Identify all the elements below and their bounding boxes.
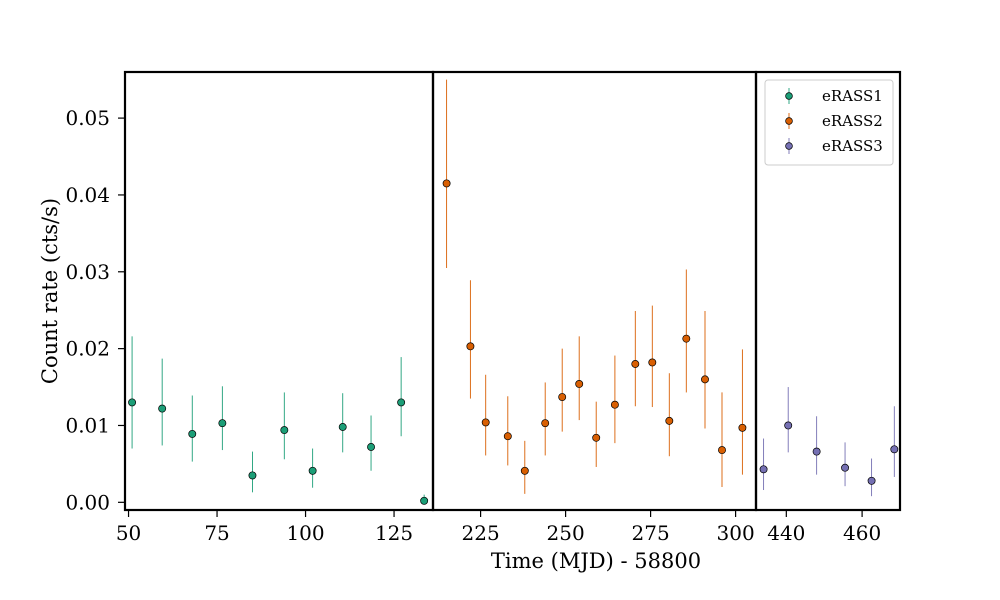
data-point xyxy=(520,466,529,475)
x-tick-label: 125 xyxy=(375,521,413,545)
data-point xyxy=(738,423,747,432)
x-tick-label: 50 xyxy=(116,521,141,545)
data-point xyxy=(784,421,793,430)
panels: 0.00 0.01 0.02 0.03 0.04 0.05 50 75 100 125 225 250… xyxy=(65,106,881,545)
x-tick-label: 440 xyxy=(767,521,805,545)
y-tick-label: 0.04 xyxy=(65,183,110,207)
legend-label: eRASS1 xyxy=(822,87,883,105)
data-point xyxy=(759,465,768,474)
y-tick-label: 0.01 xyxy=(65,413,110,437)
legend: eRASS1 eRASS2 eRASS3 xyxy=(764,79,894,166)
x-tick-label: 100 xyxy=(286,521,324,545)
x-tick-label: 250 xyxy=(547,521,585,545)
y-tick-label: 0.05 xyxy=(65,106,110,130)
y-tick-label: 0.03 xyxy=(65,260,110,284)
data-point xyxy=(248,471,257,480)
data-point xyxy=(682,334,691,343)
data-point xyxy=(280,426,289,435)
data-point xyxy=(541,419,550,428)
data-point xyxy=(481,418,490,427)
data-point xyxy=(188,429,197,438)
data-point xyxy=(558,393,567,401)
data-point xyxy=(128,398,137,407)
legend-marker xyxy=(785,92,793,100)
legend-label: eRASS3 xyxy=(822,137,883,155)
data-point xyxy=(397,398,406,407)
panel-frames xyxy=(123,70,902,512)
data-point xyxy=(466,342,475,351)
data-point xyxy=(308,466,317,475)
x-axis-label: Time (MJD) - 58800 xyxy=(491,549,701,573)
x-tick-label: 225 xyxy=(462,521,500,545)
data-marks xyxy=(128,79,899,505)
legend-label: eRASS2 xyxy=(822,112,883,130)
legend-marker xyxy=(785,117,793,125)
data-point xyxy=(503,432,512,441)
data-point xyxy=(592,433,601,442)
panel-frame xyxy=(431,70,758,512)
data-point xyxy=(648,358,657,367)
data-point xyxy=(367,443,375,451)
x-tick-label: 300 xyxy=(717,521,755,545)
y-axis-label: Count rate (cts/s) xyxy=(38,198,62,384)
data-point xyxy=(701,375,709,384)
x-tick-label: 460 xyxy=(843,521,881,545)
legend-marker xyxy=(785,142,793,150)
data-point xyxy=(420,496,429,505)
data-point xyxy=(442,179,451,188)
y-tick-label: 0.00 xyxy=(65,490,110,514)
x-tick-label: 275 xyxy=(632,521,670,545)
data-point xyxy=(158,404,167,413)
data-point xyxy=(812,447,821,456)
data-point xyxy=(665,416,674,425)
y-tick-label: 0.02 xyxy=(65,337,110,361)
legend-box xyxy=(764,79,894,166)
data-point xyxy=(575,380,584,388)
panel-frame xyxy=(123,70,435,512)
data-point xyxy=(218,419,227,428)
data-point xyxy=(610,400,619,409)
data-point xyxy=(841,463,850,472)
data-point xyxy=(338,423,347,431)
data-point xyxy=(718,446,726,455)
panel-frame xyxy=(754,70,902,512)
data-point xyxy=(867,476,876,485)
x-tick-label: 75 xyxy=(204,521,229,545)
data-point xyxy=(890,445,899,454)
data-point xyxy=(631,360,640,368)
